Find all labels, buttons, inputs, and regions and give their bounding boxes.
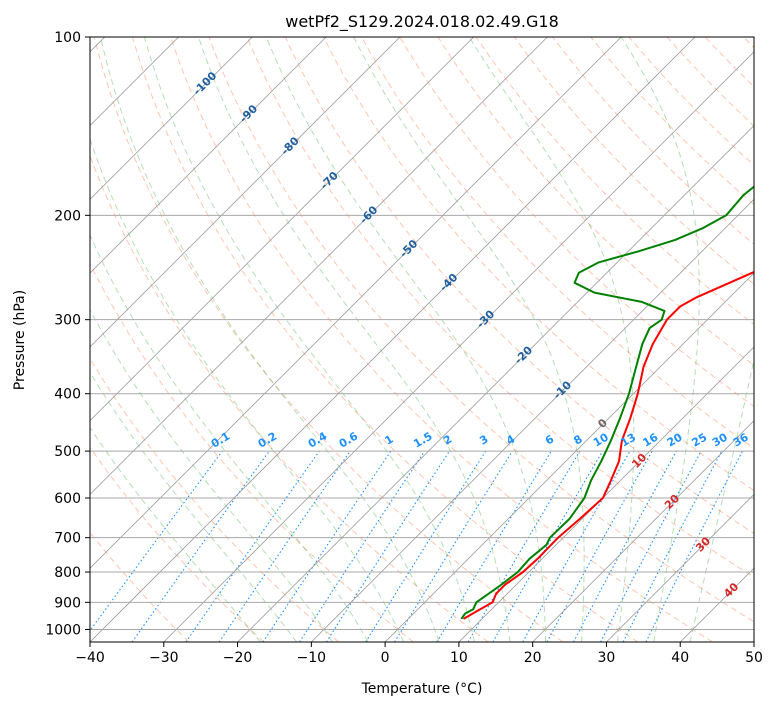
- x-tick-label: 50: [745, 650, 763, 666]
- x-tick-label: −20: [223, 650, 253, 666]
- isotherm: [458, 346, 754, 642]
- x-tick-label: 0: [381, 650, 390, 666]
- background-curves: [90, 37, 754, 642]
- moist-adiabat: [90, 234, 369, 642]
- x-tick-label: 10: [450, 650, 468, 666]
- y-tick-label: 100: [54, 30, 81, 46]
- dry-adiabat: [208, 37, 754, 623]
- x-tick-label: 40: [671, 650, 689, 666]
- dry-adiabat: [399, 37, 754, 408]
- isotherm: [532, 420, 754, 642]
- moist-adiabat: [265, 37, 547, 642]
- mixing-ratio-line: [573, 450, 677, 642]
- dry-adiabat: [132, 37, 639, 642]
- y-tick-label: 800: [54, 565, 81, 581]
- mixing-ratio-line: [262, 450, 392, 642]
- x-tick-label: 30: [598, 650, 616, 666]
- pressure-gridlines: [90, 37, 754, 630]
- x-axis-label: Temperature (°C): [361, 681, 483, 697]
- dewpoint-profile: [460, 185, 754, 620]
- y-tick-label: 400: [54, 387, 81, 403]
- y-axis-label: Pressure (hPa): [12, 290, 28, 390]
- y-tick-label: 200: [54, 208, 81, 224]
- y-tick-label: 600: [54, 491, 81, 507]
- mixing-ratio-line: [218, 450, 351, 642]
- dry-adiabat: [323, 37, 754, 492]
- moist-adiabat: [90, 371, 297, 642]
- isotherm: [384, 272, 754, 642]
- y-tick-label: 700: [54, 531, 81, 547]
- x-tick-label: −30: [149, 650, 179, 666]
- y-tick-label: 1000: [45, 622, 81, 638]
- y-tick-label: 500: [54, 444, 81, 460]
- mixing-ratio-line: [90, 450, 223, 632]
- y-tick-label: 900: [54, 595, 81, 611]
- dry-adiabat: [246, 37, 754, 578]
- moist-adiabat: [144, 37, 475, 642]
- isotherm: [90, 37, 548, 496]
- dry-adiabat: [90, 357, 339, 642]
- isotherm: [90, 37, 696, 642]
- moist-adiabat: [689, 357, 754, 642]
- moist-adiabat: [90, 308, 333, 642]
- dry-adiabat: [513, 37, 754, 285]
- mixing-ratio-line: [131, 450, 270, 642]
- isotherm: [311, 198, 754, 642]
- isotherm: [90, 37, 253, 200]
- x-tick-label: −40: [75, 650, 105, 666]
- temperature-profile: [463, 270, 754, 620]
- mixing-ratio-line: [645, 450, 743, 642]
- mixing-ratio-line: [325, 450, 450, 642]
- isotherm: [90, 37, 474, 422]
- isotherm: [90, 37, 327, 274]
- dry-adiabat: [475, 37, 754, 326]
- isotherm: [90, 37, 622, 569]
- axis-ticks: −40 −30 −20 −10 0 10 20 30 40 50 100 200 300 400 500 60…: [45, 30, 763, 666]
- isotherm: [606, 493, 754, 642]
- moist-adiabat: [353, 37, 585, 642]
- x-tick-label: 20: [524, 650, 542, 666]
- moist-adiabat: [90, 137, 405, 642]
- moist-adiabat: [198, 37, 511, 642]
- dry-adiabat: [93, 37, 564, 642]
- chart-title: wetPf2_S129.2024.018.02.49.G18: [285, 12, 559, 32]
- dry-adiabat: [90, 446, 265, 642]
- isotherm: [90, 37, 401, 348]
- x-tick-label: −10: [297, 650, 327, 666]
- profile-lines: [460, 185, 754, 620]
- mixing-ratio-line: [546, 450, 653, 642]
- moist-adiabat: [620, 37, 700, 642]
- plot-frame: [89, 36, 755, 643]
- y-tick-label: 300: [54, 313, 81, 329]
- mixing-ratio-line: [394, 450, 513, 642]
- moist-adiabat: [100, 37, 440, 642]
- moist-adiabat: [468, 37, 635, 642]
- dry-adiabat: [90, 262, 414, 642]
- isotherm: [163, 51, 754, 642]
- mixing-ratio-line: [299, 450, 426, 642]
- moist-adiabat: [90, 426, 261, 642]
- dry-adiabat: [170, 37, 713, 642]
- dry-adiabat: [284, 37, 754, 535]
- mixing-ratio-line: [185, 450, 320, 642]
- isotherm: [237, 124, 754, 642]
- dry-adiabat: [437, 37, 754, 366]
